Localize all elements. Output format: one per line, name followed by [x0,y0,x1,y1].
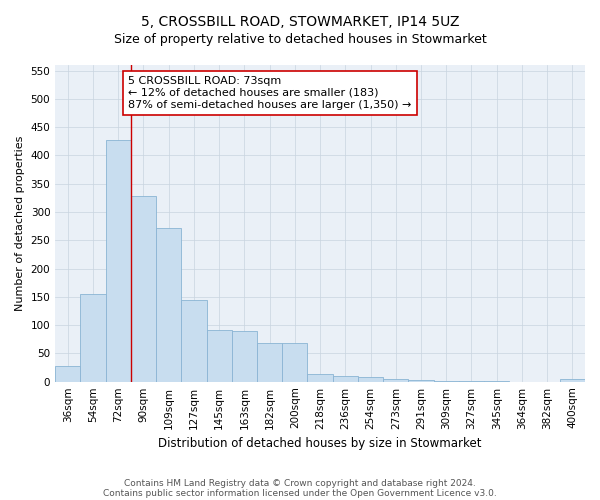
Text: Contains public sector information licensed under the Open Government Licence v3: Contains public sector information licen… [103,488,497,498]
Bar [206,330,232,382]
Y-axis label: Number of detached properties: Number of detached properties [15,136,25,311]
Bar [181,300,206,382]
Text: Size of property relative to detached houses in Stowmarket: Size of property relative to detached ho… [113,32,487,46]
Bar [232,331,257,382]
Bar [434,381,459,382]
X-axis label: Distribution of detached houses by size in Stowmarket: Distribution of detached houses by size … [158,437,482,450]
Bar [484,381,509,382]
Bar [282,343,307,382]
Bar [131,196,156,382]
Bar [459,381,484,382]
Bar [332,376,358,382]
Text: 5, CROSSBILL ROAD, STOWMARKET, IP14 5UZ: 5, CROSSBILL ROAD, STOWMARKET, IP14 5UZ [141,15,459,29]
Bar [307,374,332,382]
Bar [106,140,131,382]
Bar [409,380,434,382]
Bar [358,377,383,382]
Text: Contains HM Land Registry data © Crown copyright and database right 2024.: Contains HM Land Registry data © Crown c… [124,478,476,488]
Text: 5 CROSSBILL ROAD: 73sqm
← 12% of detached houses are smaller (183)
87% of semi-d: 5 CROSSBILL ROAD: 73sqm ← 12% of detache… [128,76,412,110]
Bar [80,294,106,382]
Bar [560,380,585,382]
Bar [156,228,181,382]
Bar [383,380,409,382]
Bar [257,343,282,382]
Bar [55,366,80,382]
